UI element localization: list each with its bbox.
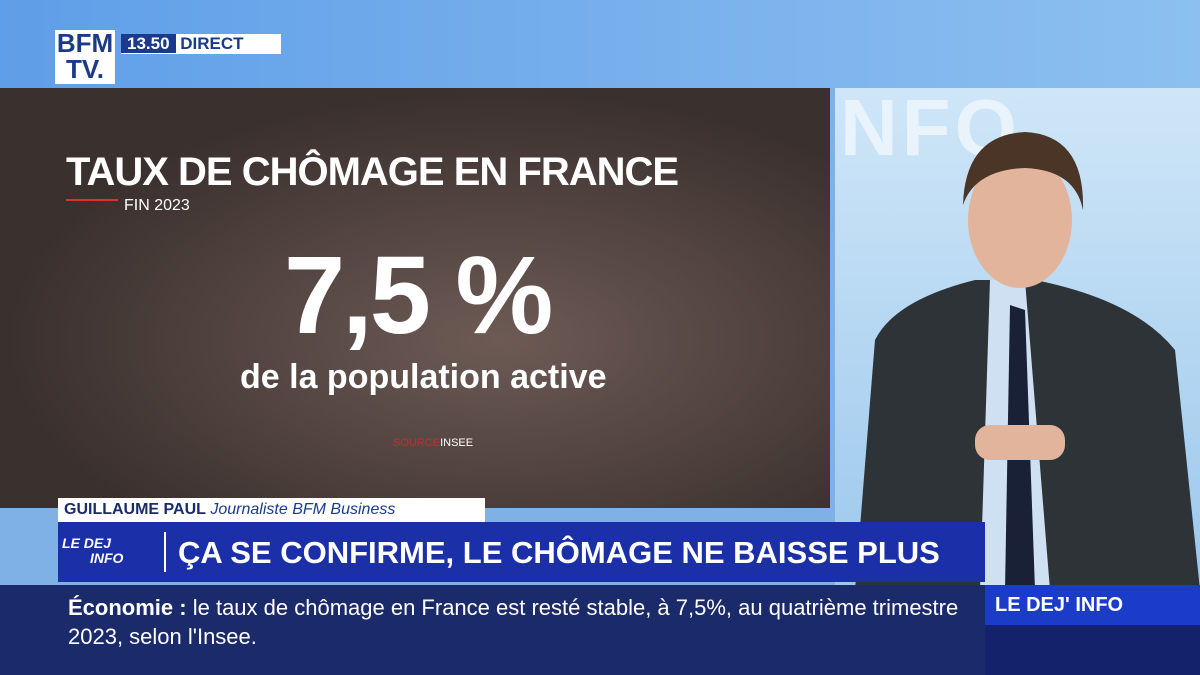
graphic-caption: de la population active bbox=[240, 358, 607, 396]
name: GUILLAUME PAUL bbox=[64, 501, 206, 518]
source-label: SOURCE bbox=[393, 437, 441, 449]
logo-top: BFM bbox=[56, 28, 114, 58]
headline-bar: LE DEJ INFO ÇA SE CONFIRME, LE CHÔMAGE NE… bbox=[58, 522, 985, 582]
name-strip: GUILLAUME PAUL Journaliste BFM Business bbox=[58, 498, 485, 522]
ticker-show: LE DEJ' INFO bbox=[985, 585, 1200, 625]
time: 13.50 bbox=[121, 34, 176, 53]
show-logo-bottom: INFO bbox=[90, 550, 124, 566]
source-name: INSEE bbox=[440, 437, 474, 449]
show-logo-top: LE DEJ bbox=[62, 535, 112, 551]
role: Journaliste BFM Business bbox=[210, 501, 396, 518]
presenter bbox=[855, 132, 1200, 590]
big-value: 7,5 % bbox=[284, 234, 553, 357]
graphic-panel bbox=[0, 88, 830, 508]
live: DIRECT bbox=[180, 34, 244, 53]
logo-bottom: TV. bbox=[65, 54, 105, 84]
ticker: Économie : le taux de chômage en France … bbox=[0, 585, 985, 675]
ticker-side: LE DEJ' INFO bbox=[985, 585, 1200, 675]
ticker-separator: : bbox=[179, 595, 187, 620]
ticker-category: Économie bbox=[68, 595, 174, 620]
divider bbox=[164, 532, 166, 572]
graphic-subtitle: FIN 2023 bbox=[124, 197, 190, 214]
bfm-logo: BFM TV. bbox=[55, 30, 115, 84]
live-tag: 13.50 DIRECT bbox=[121, 34, 281, 54]
graphic-title: TAUX DE CHÔMAGE EN FRANCE bbox=[66, 150, 679, 194]
ticker-text: le taux de chômage en France est resté s… bbox=[68, 595, 959, 649]
source: SOURCEINSEE bbox=[393, 437, 473, 449]
accent-line bbox=[66, 199, 118, 201]
headline: ÇA SE CONFIRME, LE CHÔMAGE NE BAISSE PLU… bbox=[178, 535, 940, 570]
show-logo: LE DEJ INFO bbox=[62, 536, 160, 568]
